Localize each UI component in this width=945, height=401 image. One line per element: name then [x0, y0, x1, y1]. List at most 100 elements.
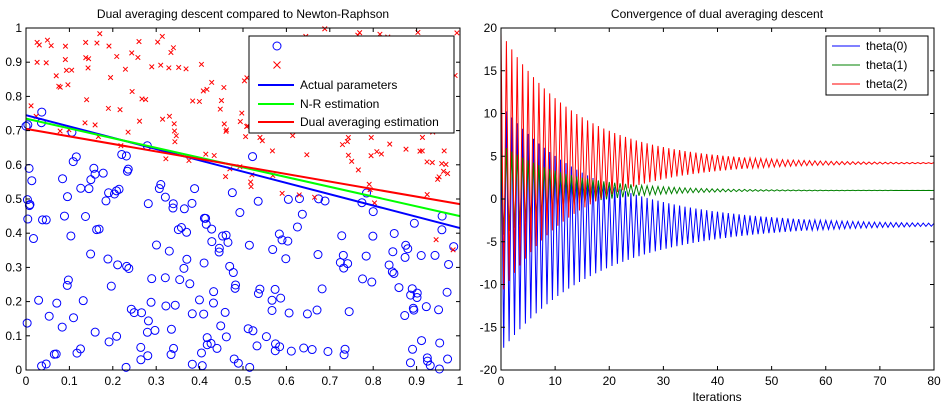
scatter-point-class1: [436, 174, 442, 180]
scatter-point-class0: [255, 284, 265, 294]
left-y-tick-label: 0.3: [5, 260, 22, 274]
scatter-point-class1: [279, 190, 285, 197]
scatter-point-class0: [98, 168, 108, 178]
scatter-point-class1: [48, 42, 54, 49]
scatter-point-class0: [28, 234, 38, 244]
scatter-point-class1: [444, 170, 451, 177]
scatter-point-class0: [103, 254, 113, 264]
left-x-tick-label: 1: [457, 374, 464, 388]
scatter-point-class0: [38, 215, 48, 225]
scatter-point-class0: [146, 297, 156, 307]
scatter-point-class1: [28, 103, 34, 109]
right-chart: Convergence of dual averaging descent 0 1…: [480, 7, 941, 401]
scatter-point-class1: [62, 43, 69, 49]
scatter-point-class1: [221, 121, 227, 127]
scatter-point-class0: [214, 247, 224, 257]
scatter-point-class0: [113, 260, 123, 270]
legend-label-dual: Dual averaging estimation: [300, 115, 439, 129]
scatter-point-class0: [416, 250, 426, 260]
scatter-point-class0: [112, 331, 122, 341]
scatter-point-class0: [156, 180, 166, 190]
scatter-point-class1: [378, 151, 385, 157]
scatter-point-class0: [412, 293, 422, 303]
scatter-point-class0: [281, 254, 291, 264]
scatter-point-class1: [166, 65, 172, 71]
scatter-point-class0: [106, 281, 116, 291]
scatter-point-class1: [105, 105, 112, 112]
scatter-point-class1: [429, 159, 435, 166]
scatter-point-class1: [125, 129, 131, 135]
scatter-point-class1: [173, 133, 179, 139]
scatter-point-class0: [86, 175, 96, 185]
scatter-point-class0: [201, 213, 211, 223]
scatter-point-class0: [175, 275, 185, 285]
scatter-point-class1: [223, 128, 229, 134]
scatter-point-class0: [166, 350, 176, 360]
scatter-point-class1: [443, 161, 449, 168]
left-y-tick-label: 0.1: [5, 329, 22, 343]
scatter-point-class0: [388, 247, 398, 257]
left-x-tick-label: 0.1: [61, 374, 78, 388]
scatter-point-class1: [424, 191, 430, 198]
scatter-point-class1: [176, 64, 182, 71]
left-x-tick-label: 0.2: [104, 374, 121, 388]
scatter-point-class0: [314, 194, 324, 204]
left-y-tick-label: 0.2: [5, 295, 22, 309]
right-y-tick-label: 5: [490, 149, 497, 163]
scatter-point-class0: [137, 308, 147, 318]
scatter-point-class1: [149, 64, 155, 70]
left-y-tick-label: 0: [15, 363, 22, 377]
scatter-point-class1: [345, 152, 352, 158]
scatter-point-class0: [227, 188, 237, 198]
scatter-point-class0: [68, 157, 78, 167]
scatter-point-class0: [443, 354, 453, 364]
scatter-point-class0: [368, 207, 378, 217]
scatter-point-class0: [27, 176, 37, 186]
scatter-point-class1: [136, 118, 143, 124]
scatter-point-class0: [248, 152, 258, 162]
scatter-point-class1: [170, 45, 177, 51]
scatter-point-class0: [277, 235, 287, 245]
scatter-point-class0: [196, 348, 206, 358]
scatter-point-class0: [276, 293, 286, 303]
scatter-point-class0: [235, 208, 245, 218]
scatter-point-class0: [121, 151, 131, 161]
scatter-point-class0: [292, 222, 302, 232]
scatter-point-class0: [71, 152, 81, 162]
scatter-point-class0: [143, 351, 153, 361]
scatter-point-class0: [275, 342, 285, 352]
scatter-point-class1: [63, 67, 70, 73]
scatter-point-class0: [179, 263, 189, 273]
scatter-point-class1: [107, 74, 114, 81]
scatter-point-class0: [150, 325, 160, 335]
scatter-point-class1: [62, 56, 69, 63]
scatter-point-class0: [89, 163, 99, 173]
left-x-tick-label: 0.8: [365, 374, 382, 388]
scatter-point-class0: [143, 199, 153, 209]
scatter-point-class0: [62, 280, 72, 290]
scatter-point-class0: [297, 209, 307, 219]
right-x-tick-label: 50: [765, 374, 779, 388]
scatter-point-class0: [384, 260, 394, 270]
scatter-point-class1: [209, 79, 215, 86]
scatter-point-class0: [202, 340, 212, 350]
scatter-point-class0: [434, 364, 444, 374]
scatter-point-class0: [207, 224, 217, 234]
scatter-point-class0: [358, 274, 368, 284]
left-axes: 0 0.1 0.2 0.3 0.4 0.5 0.6 0.7 0.8 0.9 1 0 0.1 0.2 0.3 0…: [5, 21, 463, 388]
scatter-point-class1: [269, 148, 276, 154]
right-y-tick-label: 0: [490, 192, 497, 206]
scatter-point-class0: [147, 274, 157, 284]
scatter-point-class0: [394, 283, 404, 293]
right-x-tick-label: 70: [873, 374, 887, 388]
scatter-point-class0: [37, 107, 47, 117]
scatter-point-class0: [401, 240, 411, 250]
scatter-point-class1: [94, 40, 100, 46]
scatter-point-class1: [296, 192, 302, 198]
right-x-tick-label: 10: [548, 374, 562, 388]
scatter-point-class1: [311, 194, 318, 200]
scatter-point-class1: [374, 148, 380, 155]
scatter-point-class1: [247, 179, 254, 185]
right-x-tick-label: 30: [657, 374, 671, 388]
right-x-tick-label: 20: [603, 374, 617, 388]
